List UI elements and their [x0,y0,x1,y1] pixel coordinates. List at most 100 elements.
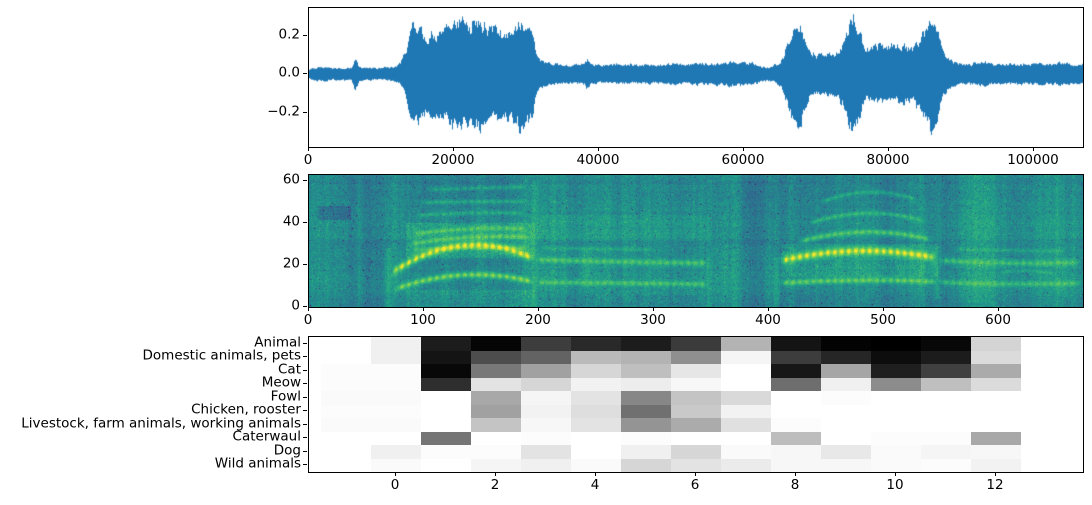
y-tick-mark [303,264,307,266]
heatmap-cell [521,364,571,378]
heatmap-cell [721,391,771,405]
x-tick-label: 80000 [866,152,910,168]
y-tick-mark [303,424,307,425]
x-tick-mark [597,147,599,151]
heatmap-cell [821,377,871,391]
x-tick-label: 60000 [721,152,765,168]
y-tick-label: 20 [282,255,300,272]
heatmap-cell [571,350,621,364]
y-tick-mark [303,111,307,113]
y-tick-mark [303,451,307,452]
y-tick-mark [303,222,307,224]
heatmap-cell [621,458,671,472]
heatmap-cell [421,350,471,364]
heatmap-cell [871,364,921,378]
heatmap-cell [921,377,971,391]
heatmap-cell [521,445,571,459]
heatmap-cell [521,458,571,472]
x-tick-mark [1032,147,1034,151]
heatmap-cell [721,445,771,459]
heatmap-cell [471,350,521,364]
heatmap-cell [621,391,671,405]
heatmap-cell [771,350,821,364]
heatmap-cell [371,445,421,459]
heatmap-cell [921,445,971,459]
heatmap-cell [871,404,921,418]
x-tick-label: 10 [886,477,904,493]
heatmap-cell [471,364,521,378]
class-probability-heatmap-axes [308,336,1084,473]
heatmap-cell [671,391,721,405]
heatmap-cell [871,350,921,364]
heatmap-cell [421,364,471,378]
heatmap-cell [721,431,771,445]
heatmap-cell [821,404,871,418]
x-tick-label: 0 [303,312,313,328]
heatmap-cell [971,364,1021,378]
heatmap-cell [321,458,371,472]
heatmap-cell [621,418,671,432]
heatmap-cell [871,445,921,459]
y-tick-mark [303,34,307,36]
heatmap-cell [621,364,671,378]
y-tick-label: 0 [291,297,300,314]
heatmap-cell [371,391,421,405]
x-tick-label: 20000 [431,152,475,168]
heatmap-cell [421,458,471,472]
heatmap-cell [971,418,1021,432]
heatmap-cell [571,418,621,432]
heatmap-cell [671,404,721,418]
x-tick-mark [308,307,309,311]
heatmap-cell [371,364,421,378]
y-tick-label: −0.2 [267,103,300,120]
x-tick-label: 400 [755,312,781,328]
heatmap-cell [571,391,621,405]
x-tick-label: 100 [410,312,436,328]
heatmap-row-label: Animal [254,334,301,351]
heatmap-cell [571,404,621,418]
heatmap-cell [471,404,521,418]
heatmap-cell [771,377,821,391]
x-tick-mark [895,472,896,476]
heatmap-cell [321,377,371,391]
heatmap-cell [821,458,871,472]
heatmap-cell [571,337,621,351]
x-tick-mark [308,147,309,151]
heatmap-cell [971,404,1021,418]
heatmap-cell [371,418,421,432]
heatmap-cell [471,458,521,472]
heatmap-cell [921,431,971,445]
x-tick-mark [795,472,796,476]
heatmap-cell [321,404,371,418]
heatmap-cell [521,431,571,445]
x-tick-mark [538,307,539,311]
heatmap-cell [321,364,371,378]
heatmap-cell [871,391,921,405]
heatmap-cell [471,337,521,351]
x-tick-mark [452,147,454,151]
heatmap-cell [821,350,871,364]
heatmap-row-label: Caterwaul [232,428,301,445]
heatmap-cell [771,458,821,472]
heatmap-row-label: Meow [261,374,301,391]
heatmap-cell [671,377,721,391]
heatmap-cell [571,364,621,378]
heatmap-cell [321,418,371,432]
heatmap-cell [671,364,721,378]
heatmap-cell [621,431,671,445]
x-tick-mark [423,307,424,311]
heatmap-cell [971,391,1021,405]
x-tick-label: 12 [986,477,1004,493]
heatmap-cell [771,391,821,405]
heatmap-cell [321,391,371,405]
y-tick-mark [303,370,307,371]
heatmap-cell [521,391,571,405]
heatmap-cell [321,337,371,351]
heatmap-cell [621,404,671,418]
heatmap-cell [521,404,571,418]
x-tick-label: 6 [690,477,700,493]
heatmap-cell [471,431,521,445]
y-tick-mark [303,410,307,411]
heatmap-cell [771,364,821,378]
heatmap-cell [971,431,1021,445]
